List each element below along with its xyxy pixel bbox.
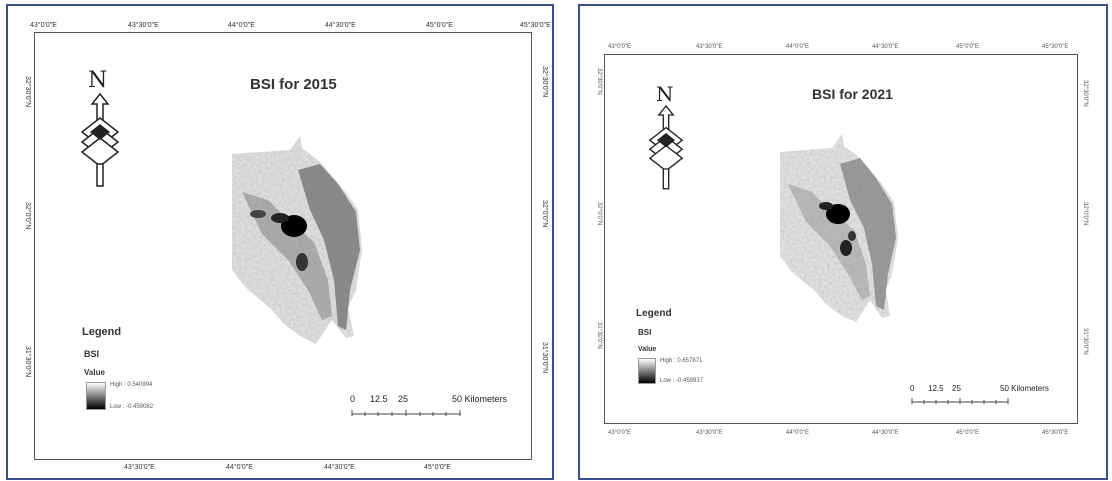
north-arrow-icon [80,92,120,187]
bottom-tick: 44°30'0"E [324,464,355,471]
bottom-tick: 43°0'0"E [608,430,632,436]
map-title: BSI for 2015 [250,76,337,93]
right-tick: 31°30'0"N [1082,328,1088,355]
north-arrow-label: N [656,82,674,106]
left-tick: 32°0'0"N [596,202,602,226]
left-tick: 32°30'0"N [596,68,602,95]
scale-label: 25 [398,394,409,404]
right-tick: 31°30'0"N [541,342,548,374]
top-tick: 45°0'0"E [956,44,980,50]
top-tick: 45°30'0"E [520,22,551,29]
map-neatline [34,32,532,460]
bottom-tick: 44°0'0"E [226,464,253,471]
scale-label: 25 [952,384,961,393]
scale-label: 0 [350,394,356,404]
left-tick: 31°30'0"N [24,346,31,378]
left-tick: 31°30'0"N [596,322,602,349]
bottom-tick: 44°30'0"E [872,430,899,436]
left-tick: 32°0'0"N [24,202,31,230]
scale-label: 50 Kilometers [1000,384,1049,393]
scale-bar [351,410,461,416]
scale-label: 0 [910,384,915,393]
scale-label: 12.5 [928,384,944,393]
legend-low: Low : -0.459937 [660,378,704,384]
top-tick: 43°0'0"E [608,44,632,50]
map-neatline [604,54,1078,424]
legend-low: Low : -0.459082 [110,404,154,410]
bottom-tick: 43°30'0"E [124,464,155,471]
left-tick: 32°30'0"N [24,76,31,108]
right-tick: 32°30'0"N [541,66,548,98]
legend-value-label: Value [638,346,657,353]
bottom-tick: 43°30'0"E [696,430,723,436]
bottom-tick: 44°0'0"E [786,430,810,436]
map-panel-2021: 43°0'0"E 43°30'0"E 44°0'0"E 44°30'0"E 45… [578,4,1108,480]
legend-color-ramp [638,358,656,384]
legend-layer: BSI [84,349,100,359]
right-tick: 32°0'0"N [1082,202,1088,226]
top-tick: 44°30'0"E [325,22,356,29]
north-arrow-label: N [88,68,108,93]
legend-title: Legend [636,308,672,319]
map-title: BSI for 2021 [812,86,893,102]
top-tick: 45°30'0"E [1042,44,1069,50]
top-tick: 43°30'0"E [696,44,723,50]
right-tick: 32°30'0"N [1082,80,1088,107]
bsi-raster-2021 [780,134,898,322]
legend-value-label: Value [84,368,105,377]
top-tick: 44°0'0"E [786,44,810,50]
scale-label: 12.5 [370,394,388,404]
legend-layer: BSI [638,328,652,337]
top-tick: 44°0'0"E [228,22,255,29]
top-tick: 45°0'0"E [426,22,453,29]
north-arrow-icon [648,104,684,190]
right-tick: 32°0'0"N [541,200,548,228]
top-tick: 43°0'0"E [30,22,57,29]
bottom-tick: 45°0'0"E [424,464,451,471]
scale-bar [911,398,1009,404]
top-tick: 44°30'0"E [872,44,899,50]
bottom-tick: 45°0'0"E [956,430,980,436]
bottom-tick: 45°30'0"E [1042,430,1069,436]
legend-title: Legend [82,326,122,338]
scale-label: 50 Kilometers [452,394,508,404]
legend-high: High : 0.540994 [110,382,153,388]
map-panel-2015: 43°0'0"E 43°30'0"E 44°0'0"E 44°30'0"E 45… [6,4,554,480]
legend-high: High : 0.657871 [660,358,703,364]
top-tick: 43°30'0"E [128,22,159,29]
legend-color-ramp [86,382,106,410]
bsi-raster-2015 [232,136,362,344]
